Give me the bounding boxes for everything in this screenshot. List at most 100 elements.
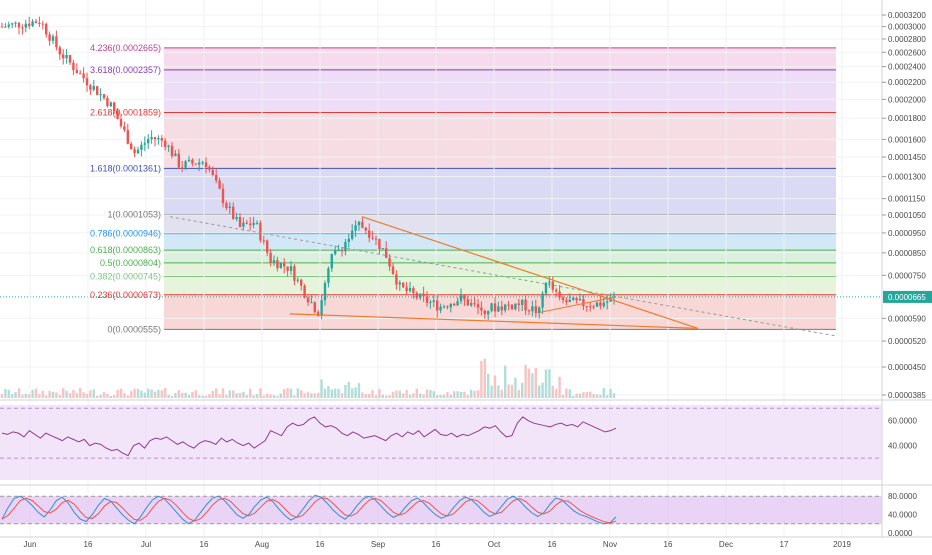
volume-bar [201, 395, 204, 398]
axes: 0.0003200 0.0003000 0.0002800 0.0002600 0.00… [24, 11, 932, 549]
candle-body [85, 78, 89, 86]
stoch-tick-label: 80.0000 [888, 492, 917, 501]
volume-bar [538, 385, 541, 398]
volume-bar [68, 393, 72, 398]
volume-bar [286, 388, 289, 398]
candle-body [582, 299, 585, 307]
volume-bar [150, 389, 153, 398]
candle-body [555, 289, 558, 292]
volume-bar [521, 382, 524, 398]
candle-body [276, 260, 279, 269]
volume-bar [612, 393, 616, 398]
candle-body [347, 238, 350, 242]
volume-bar [204, 395, 208, 398]
volume-bar [235, 393, 238, 398]
volume-bar [432, 391, 435, 398]
volume-bar [439, 394, 442, 398]
volume-bar [215, 388, 218, 398]
volume-bar [92, 389, 95, 398]
price-tick-label: 0.0002600 [888, 48, 926, 57]
volume-bar [357, 383, 361, 398]
candle-body [514, 303, 517, 310]
volume-bar [153, 391, 157, 398]
volume-bar [507, 384, 510, 398]
stoch-band [0, 496, 882, 524]
candle-body [398, 282, 401, 285]
volume-bar [279, 393, 282, 398]
volume-bar [232, 390, 235, 398]
fib-label: 1(0.0001053) [107, 209, 161, 219]
volume-bar [544, 369, 548, 398]
fib-label: 0.5(0.0000804) [100, 258, 161, 268]
volume-bar [500, 389, 503, 398]
volume-bar [11, 394, 14, 398]
candle-body [456, 301, 459, 306]
candle-body [164, 140, 167, 147]
candle-body [45, 24, 48, 35]
candle-body [572, 297, 575, 300]
price-tick-label: 0.0000850 [888, 249, 926, 258]
last-price-badge [883, 290, 932, 303]
price-tick-label: 0.0001600 [888, 135, 926, 144]
candle-body [68, 54, 72, 63]
rsi-line [1, 416, 617, 457]
candle-body [235, 217, 238, 219]
fib-labels: 4.236(0.0002665) 3.618(0.0002357) 2.618(0.… [90, 43, 161, 335]
volume-bar [456, 391, 459, 398]
candle-body [595, 302, 599, 307]
candle-body [364, 227, 367, 231]
time-tick-label: Oct [488, 540, 501, 549]
volume-bar [422, 394, 425, 398]
time-tick-label: 16 [664, 540, 673, 549]
candle-body [459, 295, 463, 302]
candle-body [449, 303, 452, 308]
fib-label: 0.618(0.0000863) [90, 245, 161, 255]
volume-bar [130, 391, 133, 398]
candle-body [249, 223, 252, 225]
fib-label: 3.618(0.0002357) [90, 65, 161, 75]
volume-bar [306, 391, 310, 398]
candle-body [585, 306, 588, 308]
volume-bar [249, 388, 252, 398]
volume-bar [24, 393, 27, 398]
volume-bar [585, 392, 588, 398]
candle-body [102, 94, 106, 99]
candle-body [58, 47, 61, 55]
volume-bar [300, 390, 303, 398]
volume-bar [289, 388, 293, 398]
candle-body [510, 304, 514, 310]
volume-bar [140, 390, 143, 398]
dashed-trend-line [169, 216, 837, 337]
price-tick-label: 0.0001300 [888, 173, 926, 182]
candle-body [544, 283, 548, 294]
candle-body [504, 304, 507, 311]
volume-bar [442, 394, 446, 398]
volume-bar [351, 388, 354, 398]
volume-bar [599, 394, 602, 398]
volume-bar [405, 389, 408, 398]
price-tick-label: 0.0000385 [888, 391, 926, 400]
candle-body [7, 24, 10, 27]
volume-bar [473, 390, 476, 398]
fib-band [164, 294, 836, 330]
time-tick-label: Jul [141, 540, 151, 549]
volume-bar [317, 392, 320, 398]
fib-band [164, 69, 836, 113]
candle-body [300, 279, 303, 286]
volume-bar [565, 388, 568, 398]
volume-bar [269, 394, 272, 398]
candle-body [245, 222, 248, 224]
volume-bar [517, 389, 520, 398]
candle-body [51, 36, 55, 41]
candle-body [17, 22, 21, 28]
price-tick-label: 0.0002800 [888, 35, 926, 44]
candle-body [211, 169, 214, 175]
candle-body [558, 291, 561, 298]
volume-bar [218, 394, 221, 398]
stoch-d-line [1, 497, 617, 524]
volume-bar [381, 394, 384, 398]
volume-bar [72, 390, 75, 398]
volume-bar [378, 389, 381, 398]
candle-body [198, 162, 201, 165]
price-tick-label: 0.0000750 [888, 271, 926, 280]
